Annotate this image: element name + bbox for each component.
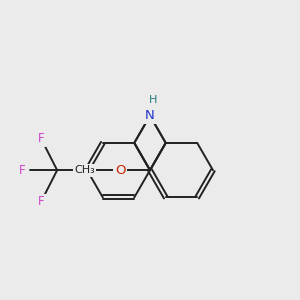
Text: F: F bbox=[38, 195, 44, 208]
Text: F: F bbox=[19, 164, 25, 177]
Text: CH₃: CH₃ bbox=[74, 165, 95, 175]
Text: F: F bbox=[38, 132, 44, 145]
Text: H: H bbox=[149, 95, 158, 105]
Text: N: N bbox=[145, 109, 155, 122]
Text: O: O bbox=[115, 164, 125, 177]
